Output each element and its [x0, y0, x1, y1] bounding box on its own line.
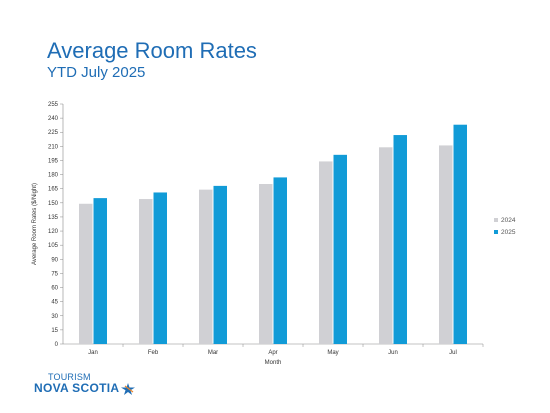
x-tick-label: May [327, 350, 338, 356]
y-tick-label: 45 [51, 300, 58, 306]
y-tick-label: 195 [48, 158, 59, 164]
x-axis-title: Month [265, 360, 282, 366]
y-tick-label: 75 [51, 271, 58, 277]
bar-2024-jan [79, 203, 93, 344]
bar-2024-feb [139, 199, 153, 344]
y-tick-label: 180 [48, 173, 59, 179]
legend-swatch-2024 [494, 218, 498, 222]
star-icon [121, 382, 136, 395]
bar-2025-may [333, 154, 347, 344]
y-axis-title: Average Room Rates ($/Night) [32, 183, 38, 265]
bar-2024-jul [439, 145, 453, 344]
x-tick-label: Jan [88, 350, 98, 356]
bar-2025-jun [393, 135, 407, 344]
x-tick-label: Jul [449, 350, 457, 356]
bar-2025-mar [213, 185, 227, 344]
bar-2024-may [319, 161, 333, 344]
y-tick-label: 135 [48, 215, 59, 221]
y-tick-label: 90 [51, 257, 58, 263]
logo-line-1: TOURISM [48, 372, 91, 382]
y-tick-label: 225 [48, 130, 59, 136]
x-tick-label: Apr [268, 350, 277, 356]
bar-2025-jul [453, 124, 467, 345]
legend-label-2025: 2025 [501, 229, 516, 236]
y-tick-label: 105 [48, 243, 59, 249]
bar-2025-feb [153, 192, 167, 344]
bar-2024-mar [199, 189, 213, 344]
y-tick-label: 60 [51, 286, 58, 292]
bar-2025-apr [273, 177, 287, 344]
y-tick-label: 255 [48, 102, 59, 108]
tourism-nova-scotia-logo: TOURISM NOVA SCOTIA [34, 372, 136, 395]
y-tick-label: 210 [48, 144, 59, 150]
legend-label-2024: 2024 [501, 217, 516, 224]
bar-2024-apr [259, 184, 273, 344]
y-tick-label: 120 [48, 229, 59, 235]
x-tick-label: Mar [208, 350, 218, 356]
bar-2025-jan [93, 198, 107, 344]
y-tick-label: 0 [55, 342, 59, 348]
y-tick-label: 150 [48, 201, 59, 207]
chart-title: Average Room Rates [47, 38, 257, 63]
logo-line-2: NOVA SCOTIA [34, 381, 120, 395]
bar-2024-jun [379, 147, 393, 344]
legend-swatch-2025 [494, 230, 498, 234]
chart-subtitle: YTD July 2025 [47, 64, 146, 81]
y-tick-label: 15 [51, 328, 58, 334]
y-tick-label: 30 [51, 314, 58, 320]
x-tick-label: Feb [148, 350, 159, 356]
y-tick-label: 165 [48, 187, 59, 193]
x-tick-label: Jun [388, 350, 398, 356]
y-tick-label: 240 [48, 116, 59, 122]
